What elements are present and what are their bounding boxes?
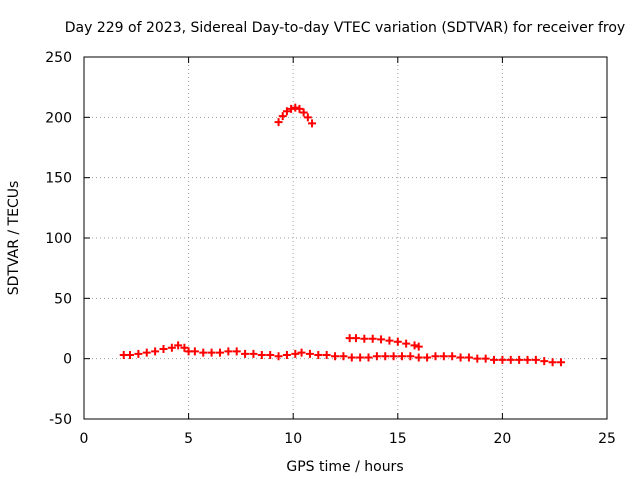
data-point	[322, 351, 331, 360]
data-point	[473, 354, 482, 363]
y-tick-label: 100	[45, 231, 72, 247]
data-point	[142, 348, 151, 357]
series-arc-2	[345, 334, 423, 351]
x-axis-label: GPS time / hours	[286, 459, 403, 475]
data-point	[274, 118, 283, 127]
chart-title: Day 229 of 2023, Sidereal Day-to-day VTE…	[65, 20, 625, 36]
y-tick-label: 150	[45, 171, 72, 187]
data-point	[126, 351, 135, 360]
data-point	[274, 352, 283, 361]
data-point	[364, 353, 373, 362]
y-tick-label: -50	[49, 412, 72, 428]
data-point	[506, 355, 515, 364]
data-point	[299, 108, 308, 117]
data-point	[531, 355, 540, 364]
data-point	[207, 348, 216, 357]
data-point	[151, 347, 160, 356]
data-point	[515, 355, 524, 364]
data-point	[414, 353, 423, 362]
data-point	[347, 353, 356, 362]
data-point	[215, 348, 224, 357]
data-point	[174, 341, 183, 350]
data-point	[431, 352, 440, 361]
data-point	[291, 349, 300, 358]
data-point	[303, 113, 312, 122]
x-tick-label: 10	[284, 431, 302, 447]
data-point	[331, 352, 340, 361]
data-point	[439, 352, 448, 361]
data-point	[377, 335, 386, 344]
data-point	[190, 347, 199, 356]
y-tick-label: 50	[54, 291, 72, 307]
data-point	[224, 347, 233, 356]
data-point	[257, 351, 266, 360]
data-point	[481, 354, 490, 363]
data-point	[249, 349, 258, 358]
data-point	[414, 342, 423, 351]
data-point	[389, 352, 398, 361]
data-point	[308, 119, 317, 128]
data-point	[305, 349, 314, 358]
x-tick-label: 0	[80, 431, 89, 447]
data-point	[314, 351, 323, 360]
data-point	[393, 337, 402, 346]
data-point	[356, 353, 365, 362]
data-marks	[119, 103, 565, 367]
data-point	[410, 341, 419, 350]
x-tick-label: 20	[493, 431, 511, 447]
data-point	[540, 357, 549, 366]
data-point	[456, 353, 465, 362]
data-point	[291, 103, 300, 112]
x-tick-label: 25	[598, 431, 616, 447]
data-point	[523, 355, 532, 364]
data-point	[295, 104, 304, 113]
x-tick-label: 5	[184, 431, 193, 447]
y-tick-label: 200	[45, 110, 72, 126]
data-point	[448, 352, 457, 361]
data-point	[548, 358, 557, 367]
data-point	[423, 353, 432, 362]
data-point	[406, 352, 415, 361]
data-point	[282, 351, 291, 360]
series-arc-1	[119, 341, 565, 367]
x-tick-label: 15	[389, 431, 407, 447]
data-point	[402, 339, 411, 348]
y-tick-label: 0	[63, 352, 72, 368]
y-axis-label: SDTVAR / TECUs	[6, 181, 22, 296]
grid	[84, 57, 607, 419]
y-tick-label: 250	[45, 50, 72, 66]
data-point	[180, 343, 189, 352]
data-point	[134, 349, 143, 358]
data-point	[372, 352, 381, 361]
data-point	[498, 355, 507, 364]
data-point	[397, 352, 406, 361]
axis-ticks: 0 5 10 15 20 25 -50 0 50 100 150 200 250	[45, 50, 616, 447]
data-point	[385, 336, 394, 345]
data-point	[278, 112, 287, 121]
data-point	[287, 104, 296, 113]
data-point	[167, 343, 176, 352]
data-point	[282, 107, 291, 116]
series-arc-3	[274, 103, 317, 128]
data-point	[339, 352, 348, 361]
data-point	[351, 334, 360, 343]
data-point	[159, 345, 168, 354]
data-point	[556, 358, 565, 367]
data-point	[381, 352, 390, 361]
data-point	[266, 351, 275, 360]
data-point	[232, 347, 241, 356]
data-point	[490, 355, 499, 364]
data-point	[199, 348, 208, 357]
data-point	[360, 334, 369, 343]
data-point	[297, 348, 306, 357]
data-point	[241, 349, 250, 358]
data-point	[368, 334, 377, 343]
data-point	[464, 353, 473, 362]
